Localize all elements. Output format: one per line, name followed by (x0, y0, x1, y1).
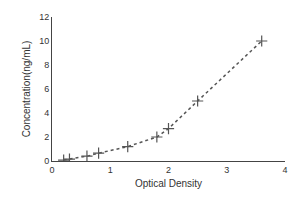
svg-text:Optical Density: Optical Density (135, 178, 202, 189)
svg-text:Concentration(ng/mL): Concentration(ng/mL) (21, 41, 32, 138)
svg-text:6: 6 (44, 84, 49, 94)
svg-text:0: 0 (49, 165, 54, 175)
svg-text:12: 12 (39, 12, 49, 22)
svg-text:4: 4 (44, 108, 49, 118)
svg-text:1: 1 (108, 165, 113, 175)
svg-text:3: 3 (224, 165, 229, 175)
svg-text:0: 0 (44, 156, 49, 166)
svg-text:4: 4 (282, 165, 287, 175)
svg-text:10: 10 (39, 36, 49, 46)
svg-text:2: 2 (44, 132, 49, 142)
svg-text:8: 8 (44, 60, 49, 70)
svg-text:2: 2 (166, 165, 171, 175)
